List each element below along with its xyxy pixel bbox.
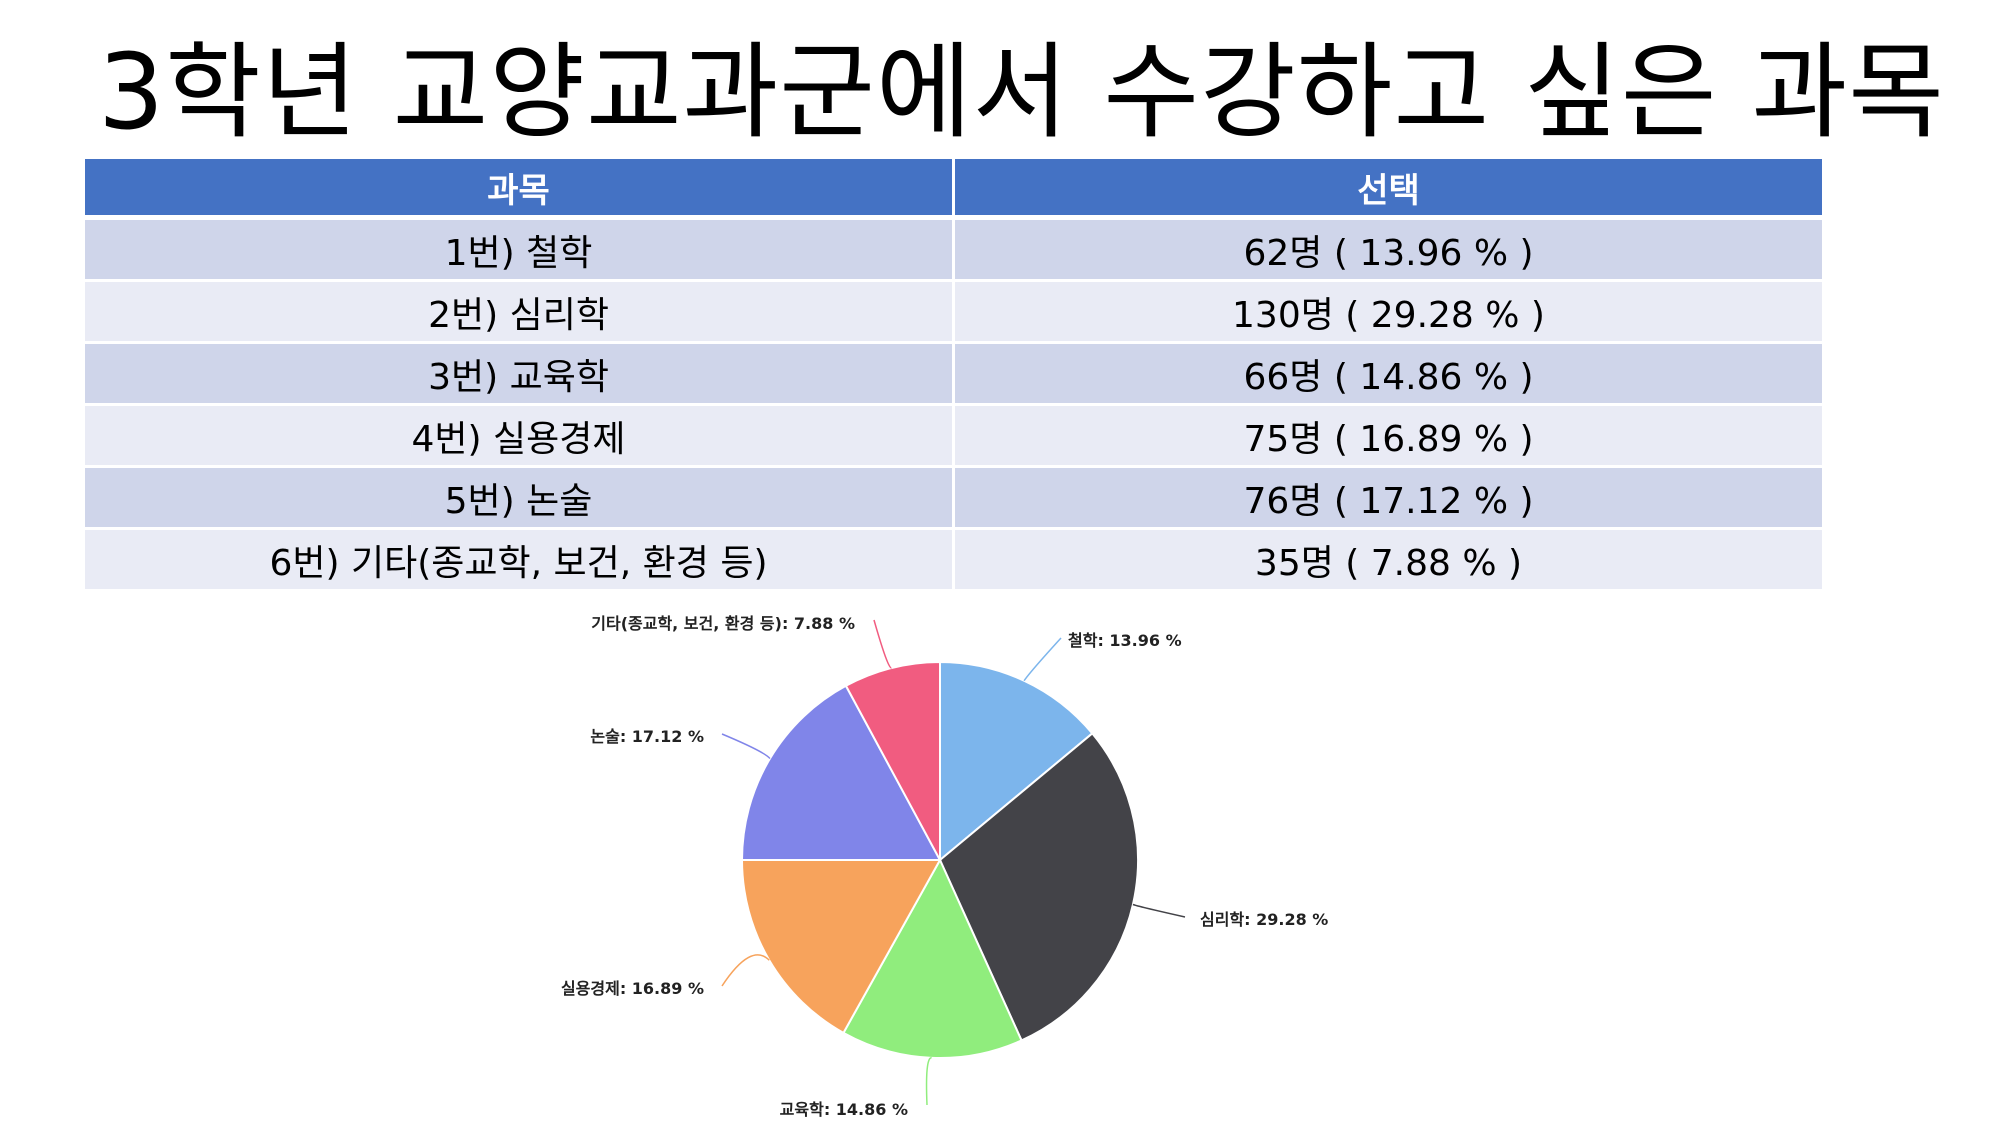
page-title: 3학년 교양교과군에서 수강하고 싶은 과목 <box>98 31 1945 153</box>
subject-cell: 1번) 철학 <box>85 217 955 282</box>
subject-cell: 3번) 교육학 <box>85 342 955 406</box>
choice-cell: 130명 ( 29.28 % ) <box>953 280 1822 344</box>
choice-cell: 66명 ( 14.86 % ) <box>953 342 1822 406</box>
table-row: 3번) 교육학 66명 ( 14.86 % ) <box>85 342 1822 406</box>
pie-data-label: 기타(종교학, 보건, 환경 등): 7.88 % <box>591 614 855 633</box>
choice-cell: 75명 ( 16.89 % ) <box>953 404 1822 468</box>
pie-slice <box>842 857 1023 1059</box>
subject-cell: 6번) 기타(종교학, 보건, 환경 등) <box>85 528 955 592</box>
subject-cell: 4번) 실용경제 <box>85 404 955 468</box>
pie-data-label: 논술: 17.12 % <box>590 727 704 746</box>
table-row: 4번) 실용경제 75명 ( 16.89 % ) <box>85 404 1822 468</box>
choice-cell: 35명 ( 7.88 % ) <box>953 528 1822 592</box>
pie-data-label: 심리학: 29.28 % <box>1200 910 1328 929</box>
table-row: 2번) 심리학 130명 ( 29.28 % ) <box>85 280 1822 344</box>
pie-connector-line <box>873 619 893 669</box>
pie-slice <box>939 660 1094 863</box>
pie-connector-line <box>1023 637 1062 682</box>
choice-cell: 76명 ( 17.12 % ) <box>953 466 1822 530</box>
subject-cell: 2번) 심리학 <box>85 280 955 344</box>
table-header-row: 과목 선택 <box>85 159 1822 220</box>
table-row: 6번) 기타(종교학, 보건, 환경 등) 35명 ( 7.88 % ) <box>85 528 1822 592</box>
subject-cell: 5번) 논술 <box>85 466 955 530</box>
pie-connector-line <box>925 1057 932 1106</box>
pie-connector-line <box>721 733 771 760</box>
choice-cell: 62명 ( 13.96 % ) <box>953 217 1822 282</box>
pie-connector-line <box>1132 903 1186 918</box>
header-choice: 선택 <box>953 159 1822 220</box>
pie-data-label: 철학: 13.96 % <box>1068 631 1182 650</box>
pie-data-label: 실용경제: 16.89 % <box>561 979 704 998</box>
table-row: 1번) 철학 62명 ( 13.96 % ) <box>85 217 1822 282</box>
header-subject: 과목 <box>85 159 955 220</box>
table-row: 5번) 논술 76명 ( 17.12 % ) <box>85 466 1822 530</box>
pie-data-label: 교육학: 14.86 % <box>780 1100 908 1119</box>
survey-table: 과목 선택 1번) 철학 62명 ( 13.96 % ) 2번) 심리학 130… <box>85 159 1822 592</box>
pie-slice <box>740 684 942 862</box>
pie-connector-line <box>721 954 770 987</box>
